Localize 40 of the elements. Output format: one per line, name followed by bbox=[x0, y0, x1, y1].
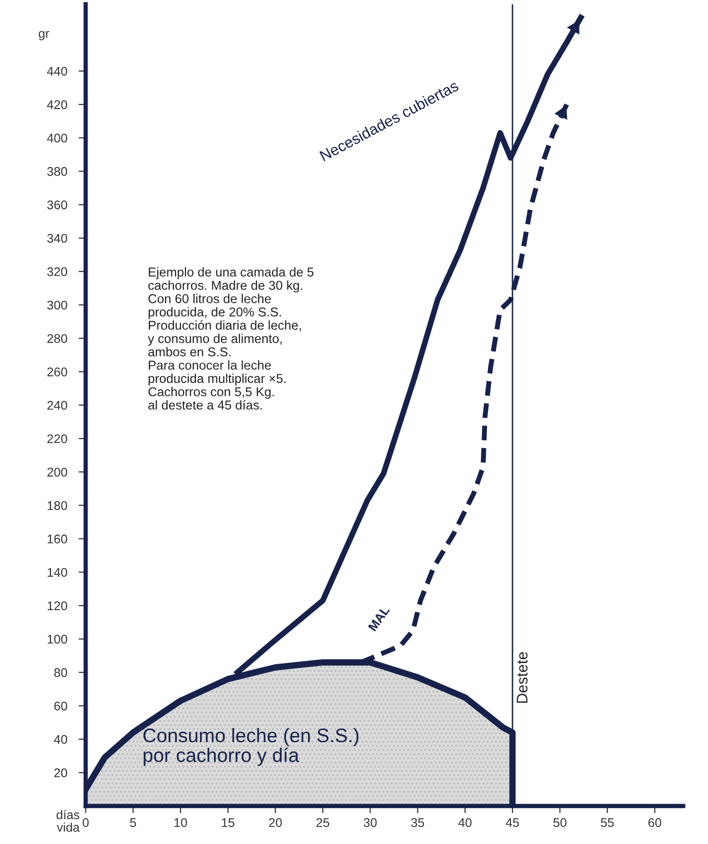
x-tick-label: 30 bbox=[364, 818, 377, 828]
x-tick-label: 45 bbox=[506, 818, 519, 828]
x-tick-label: 10 bbox=[174, 818, 187, 828]
y-tick-label: 260 bbox=[47, 368, 68, 376]
y-tick-label: 300 bbox=[47, 300, 68, 310]
y-tick-label: 380 bbox=[47, 167, 68, 176]
x-tick-label: 25 bbox=[316, 818, 330, 828]
x-tick-label: 15 bbox=[222, 818, 234, 828]
y-tick-label: 400 bbox=[47, 134, 68, 143]
y-tick-label: 420 bbox=[47, 100, 68, 110]
x-tick-label: 40 bbox=[458, 818, 472, 828]
y-tick-label: 200 bbox=[47, 468, 68, 477]
x-tick-label: 0 bbox=[82, 818, 89, 828]
y-tick-label: 20 bbox=[54, 768, 68, 778]
x-tick-label: 35 bbox=[411, 818, 424, 828]
y-tick-label: 100 bbox=[48, 634, 68, 644]
y-tick-label: 160 bbox=[48, 534, 68, 544]
y-tick-label: 80 bbox=[54, 668, 68, 678]
text: Ejemplo de una camada de 5 cachorros. Madre de 30 kg. Con 60 litros de leche producida, de 20% S.S. Producción diaria de leche, y consumo de alimento, ambos en S.S. Para conocer la leche producida multiplicar ×5. Cachorros con 5,5 Kg. al destete a 45 días. bbox=[148, 267, 314, 410]
y-tick-label: 140 bbox=[48, 568, 68, 577]
y-tick-label: 440 bbox=[47, 66, 68, 76]
y-tick-label: 120 bbox=[48, 601, 68, 610]
y-tick-label: 220 bbox=[47, 434, 68, 444]
x-tick-label: 5 bbox=[130, 818, 136, 828]
x-tick-label: 50 bbox=[553, 818, 566, 828]
y-axis-title: gr bbox=[38, 30, 50, 40]
y-tick-label: 60 bbox=[54, 702, 68, 710]
y-tick-label: 280 bbox=[47, 334, 68, 343]
x-axis-title: días vida bbox=[56, 810, 80, 832]
y-tick-label: 340 bbox=[47, 234, 68, 243]
y-tick-label: 40 bbox=[54, 735, 68, 744]
y-tick-label: 360 bbox=[47, 200, 68, 210]
y-tick-label: 180 bbox=[48, 501, 68, 510]
series-label: Consumo leche (en S.S.) por cachorro y día bbox=[143, 728, 358, 766]
x-tick-label: 20 bbox=[269, 818, 282, 828]
y-tick-label: 320 bbox=[47, 267, 68, 276]
y-tick-label: 240 bbox=[47, 400, 68, 410]
x-tick-label: 60 bbox=[648, 818, 662, 828]
ref-line-label: Destete bbox=[516, 652, 528, 703]
x-tick-label: 55 bbox=[600, 818, 614, 828]
